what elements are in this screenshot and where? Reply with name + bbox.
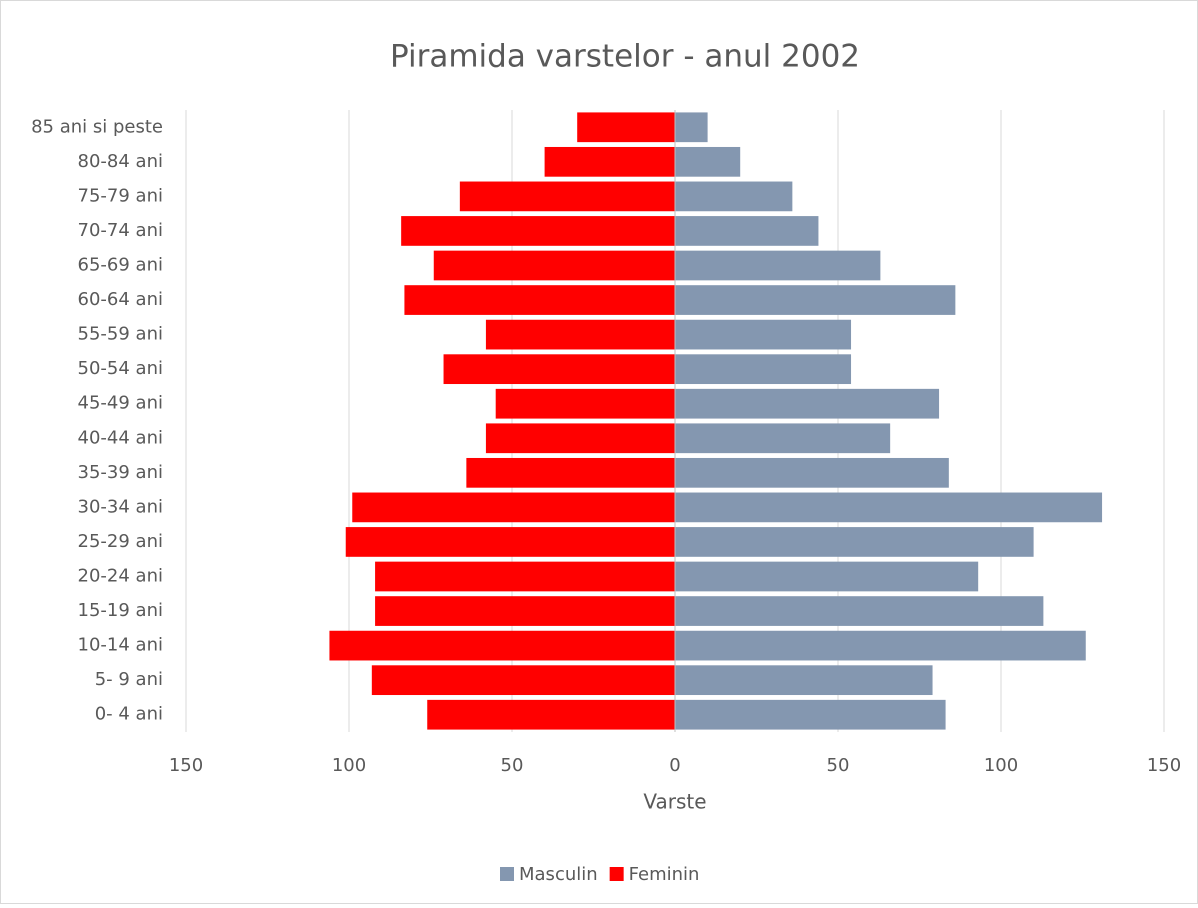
x-tick-label: 50 <box>501 755 524 776</box>
bar <box>675 285 956 315</box>
y-tick-label: 40-44 ani <box>78 427 163 448</box>
bar <box>544 146 675 177</box>
bar <box>675 354 852 385</box>
bar <box>675 630 1086 661</box>
x-tick-label: 150 <box>169 755 203 776</box>
bar <box>345 527 675 557</box>
y-tick-label: 70-74 ani <box>78 220 163 241</box>
y-tick-label: 0- 4 ani <box>95 704 163 725</box>
bar <box>675 596 1044 626</box>
bar <box>485 423 675 454</box>
x-tick-label: 100 <box>332 755 366 776</box>
bar <box>495 388 675 419</box>
bar <box>675 423 891 454</box>
bar <box>675 146 741 177</box>
y-tick-label: 10-14 ani <box>78 635 163 656</box>
x-tick-label: 150 <box>1147 755 1181 776</box>
bar <box>485 319 675 350</box>
y-tick-label: 20-24 ani <box>78 566 163 587</box>
x-axis-title: Varste <box>643 790 706 814</box>
bar <box>443 354 675 385</box>
x-tick-label: 100 <box>984 755 1018 776</box>
legend-swatch <box>609 867 624 881</box>
chart-title: Piramida varstelor - anul 2002 <box>390 39 860 75</box>
bar <box>675 319 852 350</box>
y-tick-label: 45-49 ani <box>78 393 163 414</box>
bar <box>675 457 949 488</box>
bar <box>675 699 946 730</box>
legend-swatch <box>500 867 514 881</box>
bar <box>427 699 675 730</box>
y-tick-label: 80-84 ani <box>78 151 163 172</box>
bar <box>675 561 979 592</box>
legend-label: Masculin <box>519 864 598 885</box>
bar <box>675 250 881 281</box>
y-tick-label: 75-79 ani <box>78 185 163 206</box>
bar <box>675 216 819 246</box>
y-tick-label: 15-19 ani <box>78 600 163 621</box>
bar <box>404 285 675 315</box>
bar <box>329 630 675 661</box>
bar <box>352 492 675 523</box>
bar <box>371 665 675 696</box>
bar <box>375 596 675 626</box>
bar <box>675 492 1103 523</box>
bar <box>459 181 675 212</box>
y-tick-label: 55-59 ani <box>78 324 163 345</box>
y-tick-label: 65-69 ani <box>78 255 163 276</box>
y-tick-label: 35-39 ani <box>78 462 163 483</box>
bar <box>466 457 675 488</box>
legend-label: Feminin <box>629 864 700 885</box>
bar <box>401 216 675 246</box>
y-tick-label: 60-64 ani <box>78 289 163 310</box>
bar <box>675 665 933 696</box>
y-tick-label: 85 ani si peste <box>31 116 163 137</box>
bar <box>577 112 675 143</box>
x-tick-label: 0 <box>669 755 680 776</box>
bar <box>675 527 1034 557</box>
y-tick-label: 50-54 ani <box>78 358 163 379</box>
bar <box>675 112 708 143</box>
bar <box>375 561 675 592</box>
bar <box>675 388 940 419</box>
y-tick-label: 25-29 ani <box>78 531 163 552</box>
y-tick-label: 5- 9 ani <box>95 669 163 690</box>
bar <box>433 250 675 281</box>
y-tick-label: 30-34 ani <box>78 496 163 517</box>
x-tick-label: 50 <box>827 755 850 776</box>
bar <box>675 181 793 212</box>
